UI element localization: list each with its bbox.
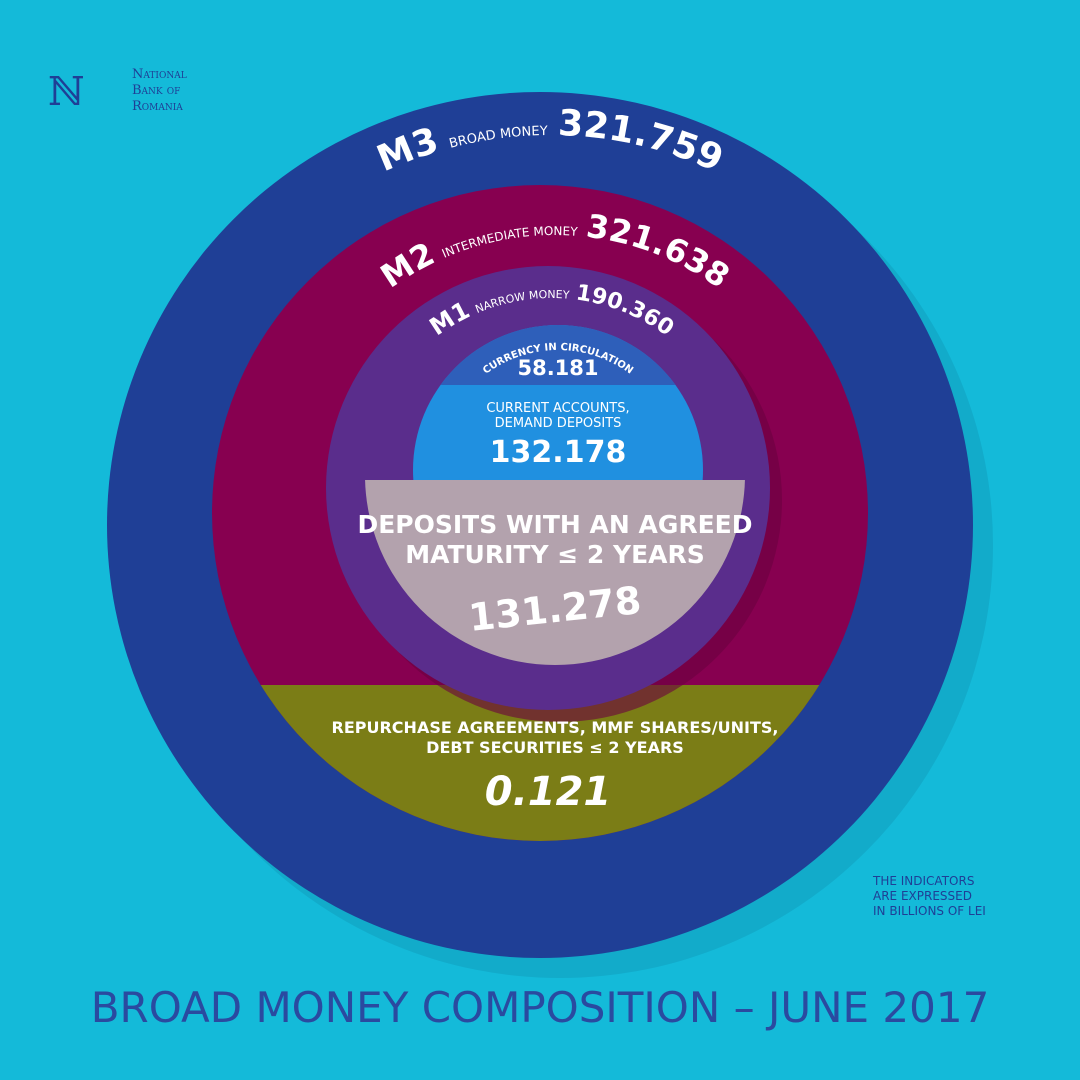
- note: ARE EXPRESSED: [873, 889, 972, 903]
- logo-text: Bank of: [132, 83, 180, 98]
- logo-text: Romania: [132, 99, 183, 114]
- repos-segment: [260, 685, 820, 841]
- component-label: CURRENT ACCOUNTS,: [486, 401, 629, 416]
- note: THE INDICATORS: [872, 874, 974, 888]
- deposits-segment: [365, 480, 745, 665]
- component-label: DEMAND DEPOSITS: [495, 416, 622, 431]
- component-label: DEPOSITS WITH AN AGREED: [357, 510, 752, 539]
- component-label: REPURCHASE AGREEMENTS, MMF SHARES/UNITS,: [332, 718, 779, 737]
- logo-text: National: [132, 67, 187, 82]
- currency-segment: [440, 325, 676, 385]
- note: IN BILLIONS OF LEI: [873, 904, 986, 918]
- logo: ℕ National Bank of Romania: [48, 67, 187, 115]
- component-value: 132.178: [490, 435, 627, 470]
- component-value: 0.121: [485, 769, 612, 815]
- currency-value: 58.181: [517, 356, 598, 380]
- component-label: DEBT SECURITIES ≤ 2 YEARS: [426, 738, 684, 757]
- title: BROAD MONEY COMPOSITION – JUNE 2017: [91, 983, 990, 1032]
- component-label: MATURITY ≤ 2 YEARS: [405, 540, 705, 569]
- logo-monogram: ℕ: [48, 69, 85, 115]
